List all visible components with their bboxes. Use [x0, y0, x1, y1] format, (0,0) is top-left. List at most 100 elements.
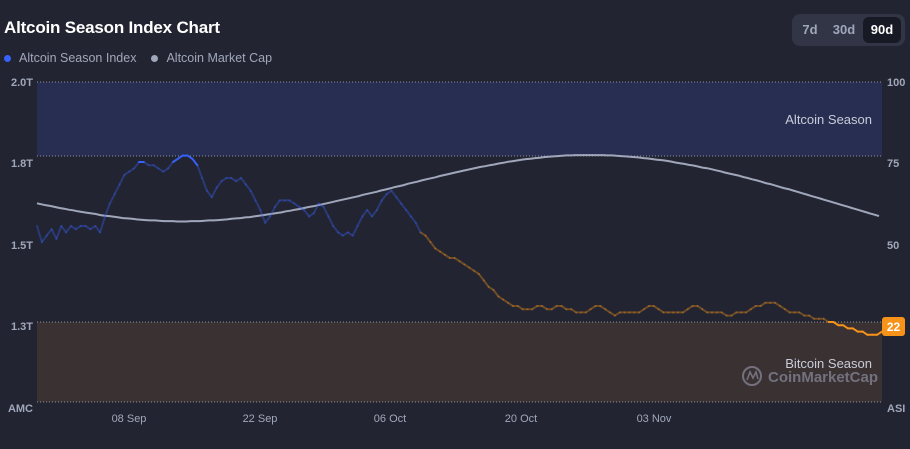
altcoin-season-index-segment — [36, 225, 43, 243]
legend-item-altcoin-market-cap[interactable]: Altcoin Market Cap — [151, 51, 272, 65]
altcoin-season-index-segment — [759, 301, 767, 307]
altcoin-season-index-segment — [337, 231, 344, 237]
altcoin-season-index-segment — [468, 266, 476, 272]
altcoin-season-index-segment — [599, 305, 607, 311]
altcoin-season-index-segment — [332, 225, 340, 234]
altcoin-season-index-segment — [652, 305, 660, 311]
altcoin-season-index-segment — [60, 225, 68, 234]
altcoin-season-index-segment — [249, 189, 257, 202]
altcoin-season-index-segment — [162, 167, 170, 173]
altcoin-season-index-segment — [157, 167, 165, 173]
altcoin-season-index-segment — [133, 161, 140, 170]
altcoin-season-index-segment — [696, 305, 704, 311]
altcoin-season-index-segment — [473, 269, 480, 275]
altcoin-season-index-segment — [210, 186, 218, 199]
altcoin-season-index-segment — [502, 298, 510, 304]
altcoin-season-index-segment — [375, 199, 383, 211]
altcoin-season-index-segment — [783, 308, 791, 314]
altcoin-season-index-segment — [609, 311, 616, 317]
right-tick-label: 100 — [887, 77, 905, 89]
chart-legend: Altcoin Season Index Altcoin Market Cap — [4, 51, 287, 65]
altcoin-season-index-segment — [142, 161, 150, 167]
legend-item-altcoin-season-index[interactable]: Altcoin Season Index — [4, 51, 136, 65]
altcoin-season-index-segment — [550, 305, 558, 311]
right-axis-label: ASI — [887, 403, 905, 415]
left-axis-label: AMC — [8, 403, 33, 415]
altcoin-season-index-segment — [317, 202, 325, 208]
altcoin-season-index-segment — [686, 305, 694, 311]
altcoin-season-label: Altcoin Season — [785, 112, 872, 127]
altcoin-season-index-segment — [341, 231, 349, 237]
page-title: Altcoin Season Index Chart — [4, 18, 220, 37]
altcoin-season-index-segment — [453, 257, 461, 263]
altcoin-season-index-segment — [118, 173, 126, 186]
altcoin-season-index-segment — [570, 308, 578, 314]
current-value-text: 22 — [887, 320, 901, 334]
x-tick-label: 03 Nov — [637, 413, 672, 425]
legend-dot-icon — [4, 54, 11, 62]
altcoin-season-index-segment — [89, 225, 97, 231]
x-tick-label: 22 Sep — [243, 413, 278, 425]
altcoin-season-index-segment — [70, 225, 77, 231]
left-tick-label: 1.5T — [11, 240, 33, 252]
altcoin-season-index-segment — [657, 308, 665, 314]
altcoin-season-index-segment — [429, 241, 437, 250]
altcoin-season-index-segment — [604, 308, 611, 314]
altcoin-season-index-segment — [220, 177, 228, 183]
altcoin-season-index-segment — [152, 164, 160, 170]
altcoin-season-index-segment — [439, 250, 446, 256]
range-7d-button[interactable]: 7d — [802, 22, 818, 37]
altcoin-season-index-segment — [366, 209, 374, 218]
range-90d-button[interactable]: 90d — [863, 17, 901, 43]
altcoin-season-index-segment — [308, 212, 315, 218]
altcoin-season-index-segment — [351, 225, 359, 237]
x-tick-label: 20 Oct — [505, 413, 537, 425]
series-layer — [36, 154, 883, 336]
altcoin-season-index-segment — [84, 225, 92, 231]
altcoin-season-index-segment — [560, 305, 568, 311]
altcoin-season-index-segment — [808, 314, 815, 320]
legend-label: Altcoin Season Index — [19, 51, 137, 65]
altcoin-season-index-segment — [346, 231, 354, 237]
altcoin-season-index-segment — [443, 253, 451, 259]
altcoin-season-index-segment — [380, 193, 388, 202]
altcoin-season-index-segment — [167, 161, 174, 170]
altcoin-season-index-segment — [487, 285, 495, 291]
altcoin-season-index-segment — [128, 167, 136, 173]
altcoin-season-index-segment — [482, 279, 490, 288]
x-tick-label: 06 Oct — [374, 413, 406, 425]
altcoin-season-index-segment — [749, 305, 757, 311]
altcoin-season-index-segment — [424, 234, 432, 243]
watermark-text: CoinMarketCap — [768, 369, 878, 386]
altcoin-season-index-segment — [298, 205, 306, 211]
coinmarketcap-watermark: CoinMarketCap — [742, 366, 878, 386]
altcoin-season-index-segment — [65, 225, 72, 234]
altcoin-season-index-segment — [196, 164, 204, 179]
altcoin-season-index-segment — [50, 228, 58, 240]
altcoin-season-index-segment — [400, 202, 408, 211]
altcoin-season-index-segment — [244, 183, 252, 192]
altcoin-season-index-segment — [395, 196, 403, 205]
altcoin-season-index-segment — [293, 202, 301, 208]
altcoin-season-index-segment — [419, 231, 427, 237]
left-tick-label: 1.8T — [11, 158, 33, 170]
altcoin-season-index-segment — [113, 183, 121, 195]
altcoin-season-index-segment — [584, 308, 592, 314]
altcoin-season-index-segment — [254, 199, 262, 211]
altcoin-season-index-segment — [541, 305, 548, 311]
altcoin-season-index-segment — [361, 209, 369, 218]
altcoin-season-index-segment — [458, 260, 466, 266]
altcoin-season-index-segment — [507, 301, 514, 307]
altcoin-season-index-segment — [409, 215, 417, 224]
altcoin-season-index-segment — [390, 189, 398, 199]
altcoin-season-index-segment — [876, 330, 883, 336]
altcoin-season-index-segment — [720, 311, 728, 317]
altcoin-season-zone — [37, 82, 882, 156]
legend-label: Altcoin Market Cap — [166, 51, 273, 65]
altcoin-season-index-segment — [730, 311, 738, 317]
altcoin-season-index-segment — [356, 215, 364, 227]
altcoin-season-index-segment — [94, 225, 102, 234]
range-30d-button[interactable]: 30d — [832, 22, 856, 37]
bitcoin-season-label: Bitcoin Season — [785, 356, 872, 371]
